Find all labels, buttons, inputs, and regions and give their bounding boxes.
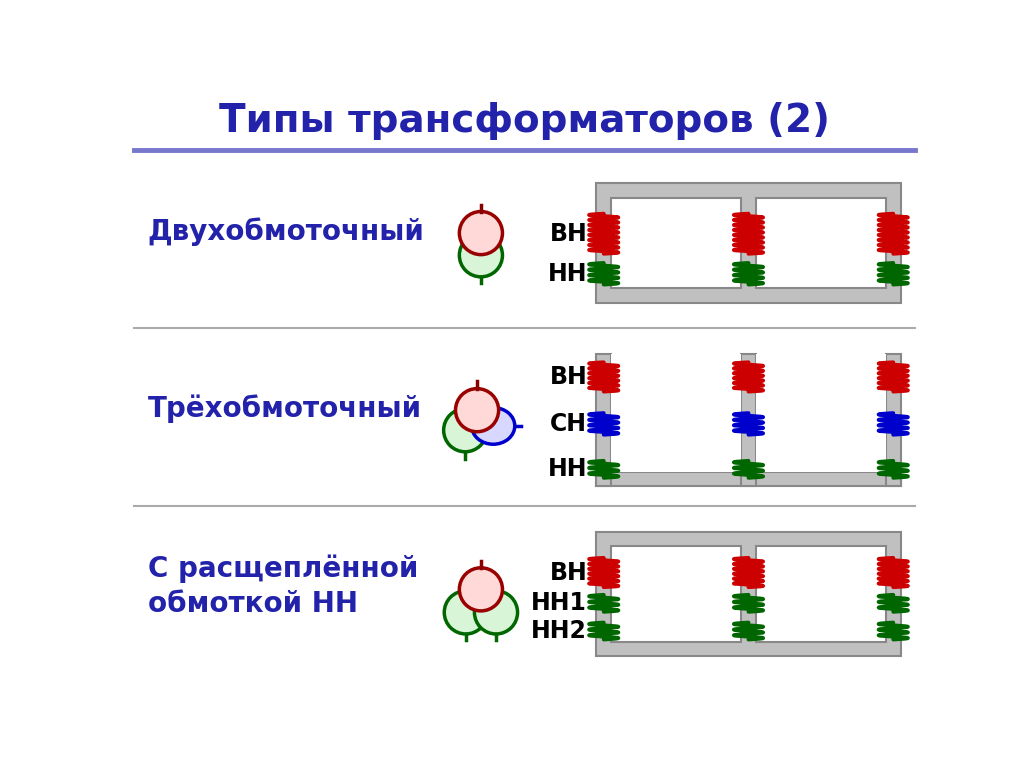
Bar	[741, 354, 756, 486]
Bar	[611, 198, 741, 288]
Bar	[756, 546, 886, 642]
Bar	[886, 354, 900, 486]
Text: НН: НН	[548, 262, 587, 286]
Ellipse shape	[460, 212, 503, 255]
Ellipse shape	[456, 389, 499, 432]
Ellipse shape	[444, 591, 487, 634]
Text: Трёхобмоточный: Трёхобмоточный	[147, 394, 422, 423]
Text: НН2: НН2	[531, 619, 587, 643]
Bar	[596, 183, 900, 303]
Bar	[596, 354, 611, 486]
Bar	[756, 354, 886, 472]
Ellipse shape	[472, 407, 515, 444]
Bar	[611, 546, 741, 642]
Ellipse shape	[474, 591, 517, 634]
Bar	[611, 354, 741, 472]
Bar	[596, 532, 900, 657]
Bar	[596, 472, 900, 486]
Text: Типы трансформаторов (2): Типы трансформаторов (2)	[219, 101, 830, 140]
Text: ВН: ВН	[550, 365, 587, 389]
Bar	[756, 198, 886, 288]
Text: ВН: ВН	[550, 222, 587, 245]
Text: НН: НН	[548, 457, 587, 482]
Text: НН1: НН1	[531, 591, 587, 615]
Text: Двухобмоточный: Двухобмоточный	[147, 217, 424, 245]
Ellipse shape	[460, 568, 503, 611]
Text: СН: СН	[550, 412, 587, 436]
Text: ВН: ВН	[550, 561, 587, 584]
Text: С расщеплённой
обмоткой НН: С расщеплённой обмоткой НН	[147, 555, 418, 618]
Ellipse shape	[443, 409, 486, 452]
Ellipse shape	[460, 234, 503, 277]
